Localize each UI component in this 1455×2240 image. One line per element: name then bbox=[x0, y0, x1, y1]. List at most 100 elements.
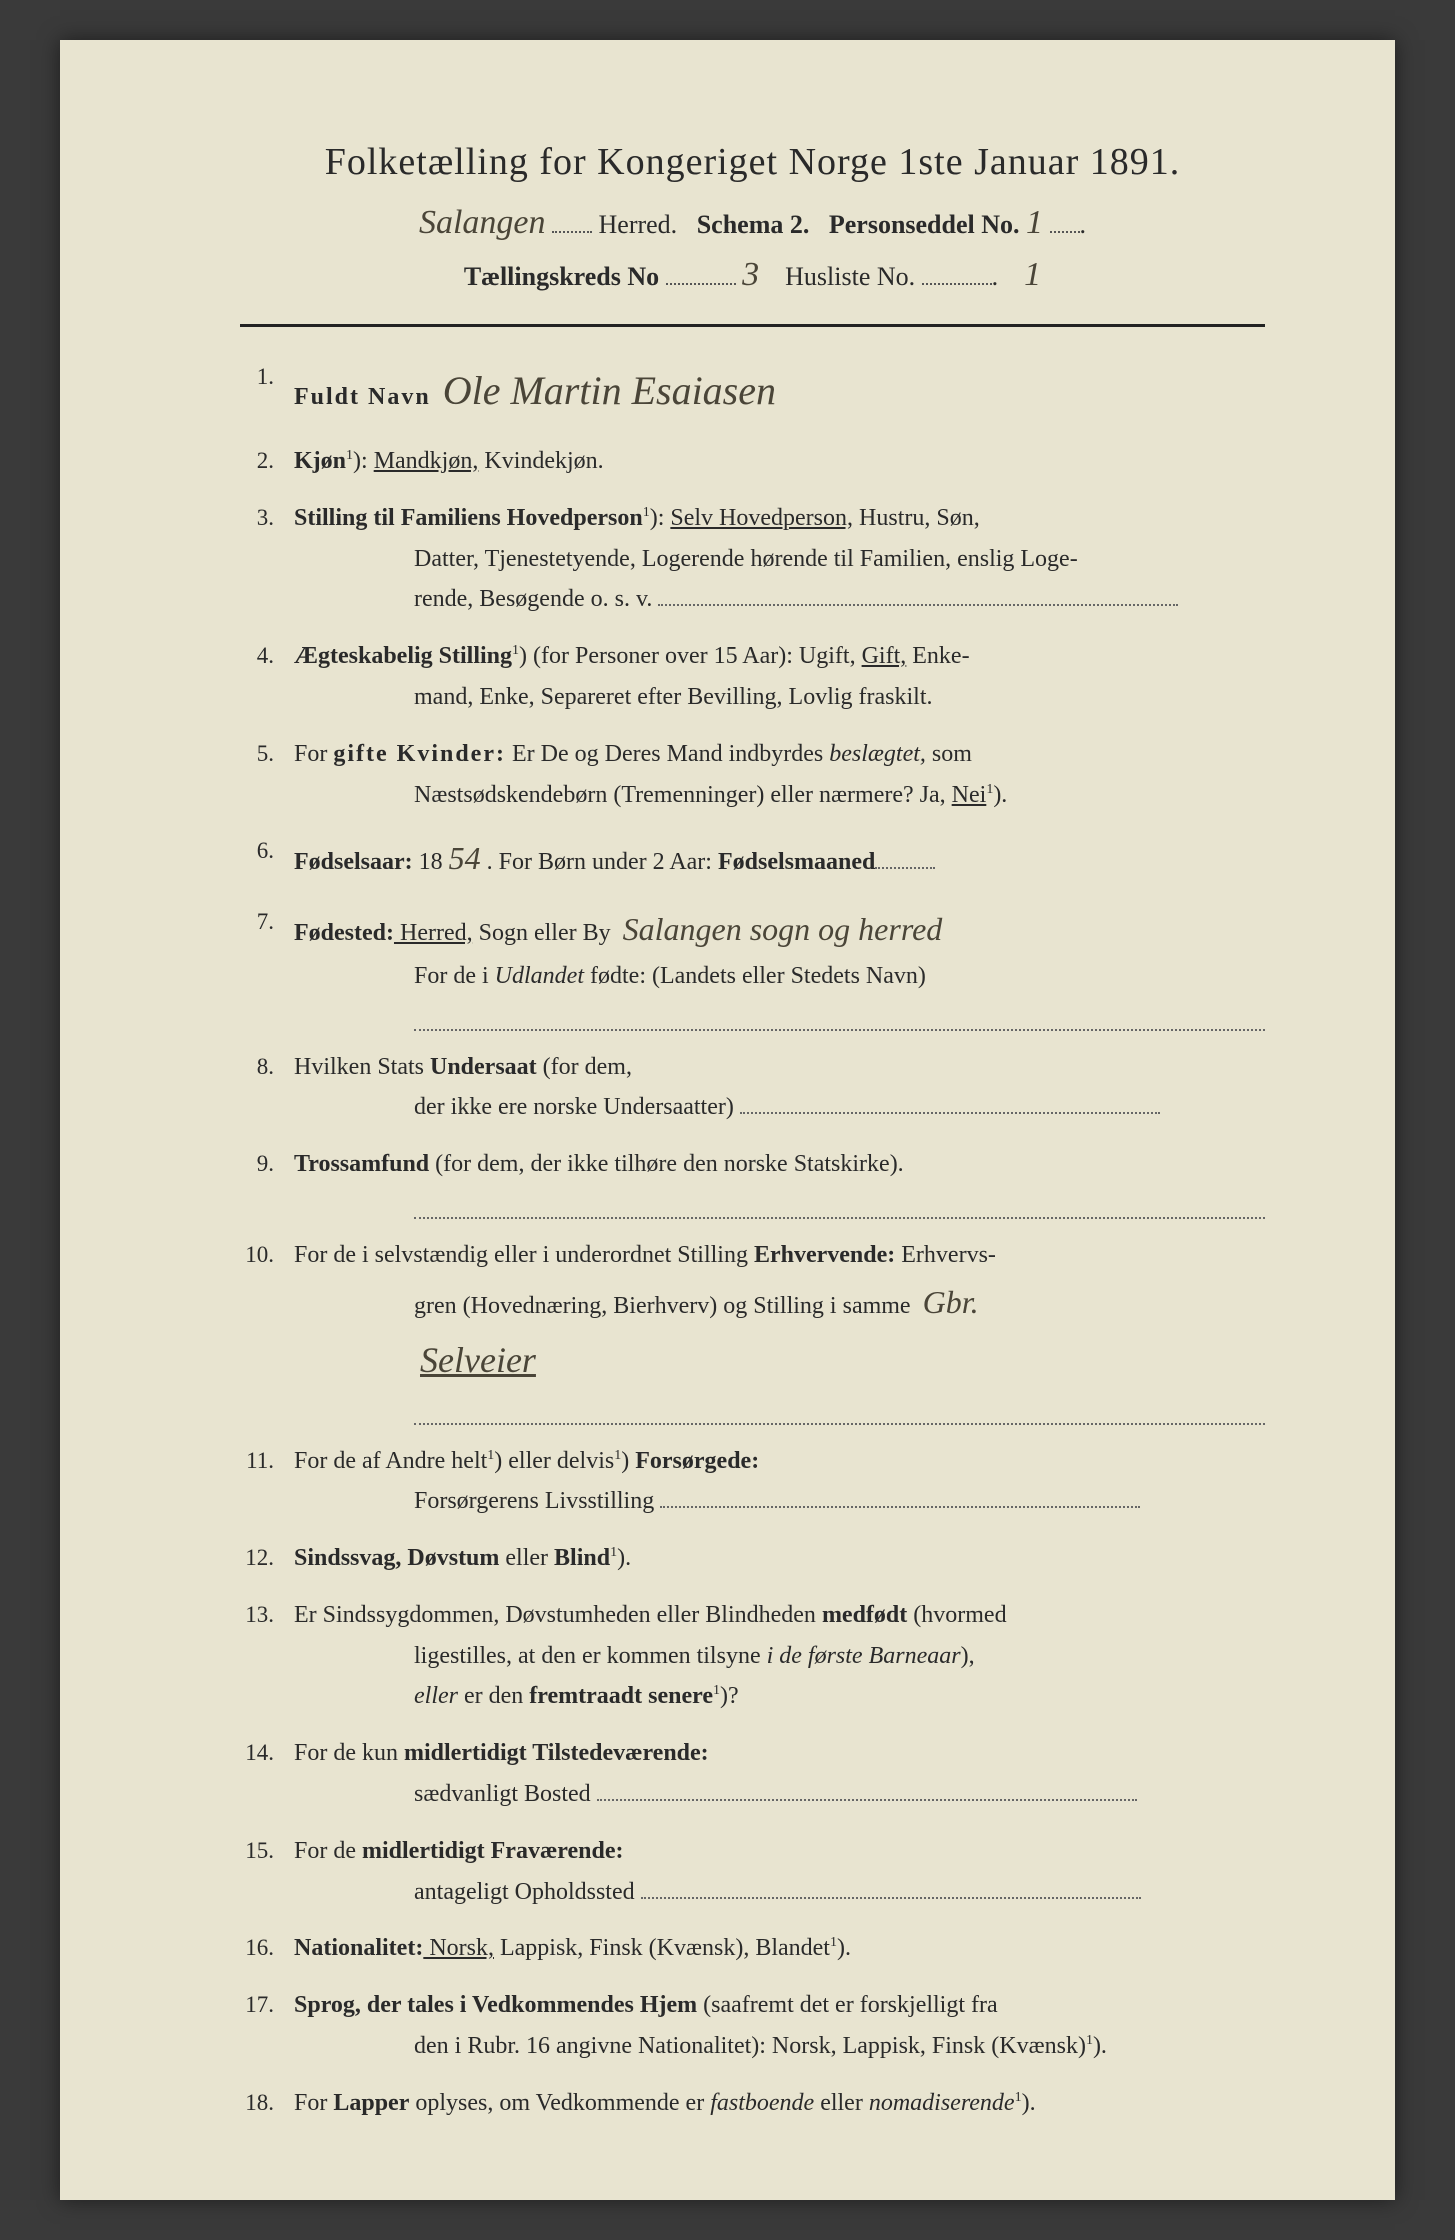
entry-num: 3. bbox=[240, 498, 294, 537]
line2: der ikke ere norske Undersaatter) bbox=[294, 1087, 1265, 1128]
dotted-fill bbox=[666, 283, 736, 285]
label: Fuldt Navn bbox=[294, 384, 431, 410]
line2: ligestilles, at den er kommen tilsyne i … bbox=[294, 1636, 1265, 1677]
dotted-fill bbox=[658, 582, 1178, 606]
label: Nationalitet: bbox=[294, 1935, 423, 1961]
entry-body: Trossamfund (for dem, der ikke tilhøre d… bbox=[294, 1144, 1265, 1218]
census-form-page: Folketælling for Kongeriget Norge 1ste J… bbox=[60, 40, 1395, 2200]
entry-11: 11. For de af Andre helt1) eller delvis1… bbox=[240, 1441, 1265, 1523]
entry-13: 13. Er Sindssygdommen, Døvstumheden elle… bbox=[240, 1595, 1265, 1717]
entry-7: 7. Fødested: Herred, Sogn eller By Salan… bbox=[240, 902, 1265, 1031]
personseddel-label: Personseddel No. bbox=[829, 210, 1020, 239]
dotted-fill bbox=[922, 283, 992, 285]
entry-num: 16. bbox=[240, 1928, 294, 1967]
kreds-label: Tællingskreds No bbox=[464, 262, 659, 291]
selected-option: Gift, bbox=[862, 643, 907, 669]
entry-num: 12. bbox=[240, 1538, 294, 1577]
entry-num: 6. bbox=[240, 831, 294, 870]
label: Kjøn bbox=[294, 448, 346, 474]
line3: eller er den fremtraadt senere1)? bbox=[294, 1676, 1265, 1717]
herred-handwritten: Salangen bbox=[419, 204, 546, 242]
line2: antageligt Opholdssted bbox=[294, 1872, 1265, 1913]
entry-5: 5. For gifte Kvinder: Er De og Deres Man… bbox=[240, 734, 1265, 816]
entry-body: Ægteskabelig Stilling1) (for Personer ov… bbox=[294, 636, 1265, 718]
entry-10: 10. For de i selvstændig eller i underor… bbox=[240, 1235, 1265, 1425]
entry-9: 9. Trossamfund (for dem, der ikke tilhør… bbox=[240, 1144, 1265, 1218]
label: midlertidigt Tilstedeværende: bbox=[404, 1740, 709, 1766]
label: gifte Kvinder: bbox=[333, 741, 506, 767]
header-block: Folketælling for Kongeriget Norge 1ste J… bbox=[240, 140, 1265, 294]
line2: mand, Enke, Separeret efter Bevilling, L… bbox=[294, 677, 1265, 718]
entry-body: Stilling til Familiens Hovedperson1): Se… bbox=[294, 498, 1265, 620]
line3: Selveier bbox=[294, 1330, 1265, 1391]
entry-body: For de i selvstændig eller i underordnet… bbox=[294, 1235, 1265, 1425]
line2: For de i Udlandet fødte: (Landets eller … bbox=[294, 956, 1265, 997]
label: Undersaat bbox=[430, 1054, 537, 1080]
entry-num: 14. bbox=[240, 1733, 294, 1772]
line2: Datter, Tjenestetyende, Logerende hørend… bbox=[294, 539, 1265, 580]
entry-num: 11. bbox=[240, 1441, 294, 1480]
entry-num: 18. bbox=[240, 2083, 294, 2122]
entry-body: For de kun midlertidigt Tilstedeværende:… bbox=[294, 1733, 1265, 1815]
name-handwritten: Ole Martin Esaiasen bbox=[437, 368, 782, 413]
dotted-fill bbox=[1050, 231, 1080, 233]
entry-body: Er Sindssygdommen, Døvstumheden eller Bl… bbox=[294, 1595, 1265, 1717]
personseddel-no: 1 bbox=[1026, 204, 1043, 242]
line2: sædvanligt Bosted bbox=[294, 1774, 1265, 1815]
dotted-fill bbox=[641, 1875, 1141, 1899]
entry-body: For gifte Kvinder: Er De og Deres Mand i… bbox=[294, 734, 1265, 816]
main-title: Folketælling for Kongeriget Norge 1ste J… bbox=[240, 140, 1265, 184]
entry-body: For Lapper oplyses, om Vedkommende er fa… bbox=[294, 2083, 1265, 2124]
label: Ægteskabelig Stilling bbox=[294, 643, 512, 669]
kreds-line: Tællingskreds No 3 Husliste No. . 1 bbox=[240, 256, 1265, 294]
entry-8: 8. Hvilken Stats Undersaat (for dem, der… bbox=[240, 1047, 1265, 1129]
label: Forsørgede: bbox=[635, 1448, 759, 1474]
husliste-no: 1 bbox=[1024, 256, 1041, 294]
entry-3: 3. Stilling til Familiens Hovedperson1):… bbox=[240, 498, 1265, 620]
label: medfødt bbox=[822, 1602, 907, 1628]
line2: den i Rubr. 16 angivne Nationalitet): No… bbox=[294, 2026, 1265, 2067]
label: Fødested: bbox=[294, 920, 394, 946]
separator-rule bbox=[240, 324, 1265, 327]
schema-label: Schema 2. bbox=[697, 210, 810, 239]
footnote-ref: 1 bbox=[346, 448, 353, 463]
entry-num: 7. bbox=[240, 902, 294, 941]
herred-label: Herred. bbox=[599, 210, 678, 239]
selected-option: Mandkjøn, bbox=[374, 448, 479, 474]
selected-option: Norsk, bbox=[423, 1935, 494, 1961]
kreds-no: 3 bbox=[742, 256, 759, 294]
entry-body: Sprog, der tales i Vedkommendes Hjem (sa… bbox=[294, 1985, 1265, 2067]
entry-12: 12. Sindssvag, Døvstum eller Blind1). bbox=[240, 1538, 1265, 1579]
option: Kvindekjøn. bbox=[478, 448, 603, 474]
footnote-ref: 1 bbox=[643, 505, 650, 520]
footnote-ref: 1 bbox=[512, 643, 519, 658]
entry-num: 4. bbox=[240, 636, 294, 675]
footnote-ref: 1 bbox=[1086, 2033, 1093, 2048]
entry-body: Fuldt Navn Ole Martin Esaiasen bbox=[294, 357, 1265, 425]
entry-1: 1. Fuldt Navn Ole Martin Esaiasen bbox=[240, 357, 1265, 425]
line2: Forsørgerens Livsstilling bbox=[294, 1481, 1265, 1522]
dotted-line bbox=[414, 1391, 1265, 1425]
husliste-label: Husliste No. bbox=[785, 262, 915, 291]
entry-6: 6. Fødselsaar: 1854. For Børn under 2 Aa… bbox=[240, 831, 1265, 885]
entry-num: 5. bbox=[240, 734, 294, 773]
label2: Blind bbox=[554, 1545, 610, 1571]
label: Trossamfund bbox=[294, 1151, 429, 1177]
selected-option: Selv Hovedperson, bbox=[670, 505, 853, 531]
year-handwritten: 54 bbox=[443, 840, 487, 876]
entry-body: Fødselsaar: 1854. For Børn under 2 Aar: … bbox=[294, 831, 1265, 885]
entry-num: 13. bbox=[240, 1595, 294, 1634]
entry-body: Sindssvag, Døvstum eller Blind1). bbox=[294, 1538, 1265, 1579]
entries-list: 1. Fuldt Navn Ole Martin Esaiasen 2. Kjø… bbox=[240, 357, 1265, 2124]
dotted-fill bbox=[597, 1777, 1137, 1801]
selected-option: Nei bbox=[952, 782, 987, 808]
options: Hustru, Søn, bbox=[853, 505, 980, 531]
entry-body: For de af Andre helt1) eller delvis1) Fo… bbox=[294, 1441, 1265, 1523]
entry-16: 16. Nationalitet: Norsk, Lappisk, Finsk … bbox=[240, 1928, 1265, 1969]
herred-line: Salangen Herred. Schema 2. Personseddel … bbox=[240, 204, 1265, 242]
entry-body: Fødested: Herred, Sogn eller By Salangen… bbox=[294, 902, 1265, 1031]
entry-num: 1. bbox=[240, 357, 294, 396]
dotted-fill bbox=[875, 845, 935, 869]
line2: Næstsødskendebørn (Tremenninger) eller n… bbox=[294, 775, 1265, 816]
dotted-fill bbox=[740, 1090, 1160, 1114]
